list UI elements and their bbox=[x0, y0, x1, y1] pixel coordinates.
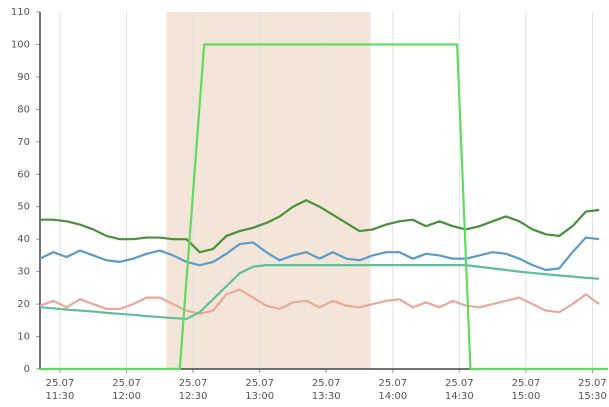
x-tick-date: 25.07 bbox=[378, 378, 407, 389]
x-tick-date: 25.07 bbox=[312, 378, 341, 389]
y-tick-label: 80 bbox=[17, 104, 30, 115]
y-tick-label: 60 bbox=[17, 169, 30, 180]
x-tick-time: 11:30 bbox=[46, 391, 75, 402]
x-tick-time: 12:30 bbox=[179, 391, 208, 402]
y-tick-label: 110 bbox=[11, 7, 30, 18]
series-line bbox=[39, 264, 600, 321]
y-tick-label: 70 bbox=[17, 137, 30, 148]
y-tick-label: 10 bbox=[17, 332, 30, 343]
highlight-band bbox=[166, 12, 371, 369]
y-tick-label: 30 bbox=[17, 267, 30, 278]
y-tick-label: 20 bbox=[17, 299, 30, 310]
y-tick-label: 100 bbox=[11, 39, 30, 50]
x-tick-date: 25.07 bbox=[578, 378, 607, 389]
x-tick-date: 25.07 bbox=[112, 378, 141, 389]
x-tick-time: 14:00 bbox=[378, 391, 407, 402]
x-tick-time: 14:30 bbox=[445, 391, 474, 402]
series-line bbox=[39, 236, 600, 272]
series-line bbox=[40, 199, 600, 254]
y-tick-label: 50 bbox=[17, 202, 30, 213]
x-tick-date: 25.07 bbox=[512, 378, 541, 389]
y-tick-label: 90 bbox=[17, 72, 30, 83]
x-tick-time: 13:00 bbox=[245, 391, 274, 402]
x-tick-date: 25.07 bbox=[179, 378, 208, 389]
series-line bbox=[40, 43, 608, 371]
x-tick-date: 25.07 bbox=[46, 378, 75, 389]
x-tick-time: 15:30 bbox=[578, 391, 607, 402]
x-tick-date: 25.07 bbox=[445, 378, 474, 389]
y-tick-label: 0 bbox=[24, 364, 30, 375]
series-line bbox=[39, 288, 600, 315]
x-tick-time: 13:30 bbox=[312, 391, 341, 402]
x-tick-date: 25.07 bbox=[245, 378, 274, 389]
y-tick-label: 40 bbox=[17, 234, 30, 245]
x-tick-time: 12:00 bbox=[112, 391, 141, 402]
x-tick-time: 15:00 bbox=[511, 391, 540, 402]
